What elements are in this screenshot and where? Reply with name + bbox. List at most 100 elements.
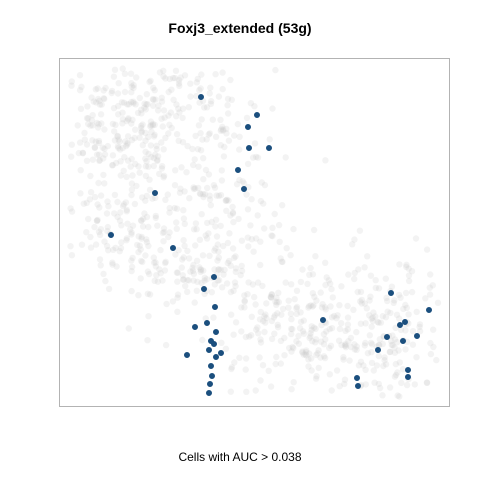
background-cell xyxy=(143,101,150,108)
background-cell xyxy=(152,214,159,222)
background-cell xyxy=(273,301,280,308)
background-cell xyxy=(258,179,265,186)
background-cell xyxy=(175,105,182,112)
background-cell xyxy=(377,319,385,326)
background-cell xyxy=(143,158,150,165)
background-cell xyxy=(145,242,152,250)
background-cell xyxy=(289,325,296,333)
background-cell xyxy=(299,266,306,273)
background-cell xyxy=(68,82,75,89)
background-cell xyxy=(297,309,304,316)
background-cell xyxy=(427,339,434,347)
background-cell xyxy=(257,238,264,245)
background-cell xyxy=(138,128,145,135)
background-cell xyxy=(393,311,401,318)
background-cell xyxy=(143,192,150,200)
background-cell xyxy=(368,323,375,330)
background-cell xyxy=(305,356,312,363)
background-cell xyxy=(279,258,286,266)
background-cell xyxy=(102,277,109,285)
background-cell xyxy=(180,254,187,261)
background-cell xyxy=(151,87,158,94)
background-cell xyxy=(219,123,226,131)
background-cell xyxy=(199,191,207,198)
background-cell xyxy=(96,97,103,105)
background-cell xyxy=(235,215,242,223)
background-cell xyxy=(83,115,91,122)
background-cell xyxy=(333,367,341,374)
background-cell xyxy=(81,136,89,143)
background-cell xyxy=(119,109,126,116)
background-cell xyxy=(101,238,108,245)
background-cell xyxy=(150,133,158,140)
background-cell xyxy=(290,344,297,352)
background-cell xyxy=(83,229,90,236)
background-cell xyxy=(307,333,314,340)
background-cell xyxy=(123,206,130,214)
background-cell xyxy=(154,107,162,114)
background-cell xyxy=(272,298,279,305)
background-cell xyxy=(211,281,218,288)
background-cell xyxy=(299,328,307,335)
background-cell xyxy=(289,343,296,351)
background-cell xyxy=(297,278,305,286)
background-cell xyxy=(239,178,246,185)
background-cell xyxy=(248,236,255,243)
background-cell xyxy=(327,303,334,310)
background-cell xyxy=(177,74,184,81)
background-cell xyxy=(116,217,124,224)
background-cell xyxy=(152,194,159,202)
background-cell xyxy=(220,271,227,278)
background-cell xyxy=(199,336,206,344)
background-cell xyxy=(139,258,146,266)
background-cell xyxy=(288,316,295,323)
background-cell xyxy=(105,203,112,210)
background-cell xyxy=(128,89,135,96)
background-cell xyxy=(203,276,210,283)
background-cell xyxy=(341,342,349,349)
background-cell xyxy=(114,133,121,140)
background-cell xyxy=(142,172,150,180)
background-cell xyxy=(218,126,225,133)
background-cell xyxy=(174,291,182,298)
background-cell xyxy=(249,154,257,161)
background-cell xyxy=(204,184,211,192)
background-cell xyxy=(387,309,394,317)
background-cell xyxy=(315,347,322,354)
background-cell xyxy=(201,104,208,111)
background-cell xyxy=(254,279,262,286)
background-cell xyxy=(326,325,333,333)
background-cell xyxy=(293,338,300,345)
background-cell xyxy=(168,86,175,93)
background-cell xyxy=(179,114,186,122)
background-cell xyxy=(114,90,122,97)
background-cell xyxy=(213,192,220,199)
background-cell xyxy=(282,154,289,161)
background-cell xyxy=(124,141,131,148)
background-cell xyxy=(198,71,205,78)
background-cell xyxy=(312,375,320,382)
background-cell xyxy=(192,242,199,249)
background-cell xyxy=(312,253,319,260)
background-cell xyxy=(197,130,204,137)
background-cell xyxy=(191,156,198,163)
background-cell xyxy=(142,197,149,204)
background-cell xyxy=(181,188,188,195)
background-cell xyxy=(166,75,173,83)
background-cell xyxy=(223,207,230,214)
background-cell xyxy=(195,122,203,129)
background-cell xyxy=(177,185,184,192)
background-cell xyxy=(208,289,215,296)
background-cell xyxy=(277,255,284,262)
background-cell xyxy=(357,320,365,327)
background-cell xyxy=(209,116,216,123)
background-cell xyxy=(395,347,402,354)
background-cell xyxy=(176,189,184,196)
background-cell xyxy=(222,345,230,352)
background-cell xyxy=(403,381,411,389)
background-cell xyxy=(184,247,191,255)
background-cell xyxy=(68,141,76,148)
background-cell xyxy=(416,328,424,335)
background-cell xyxy=(228,311,235,318)
highlighted-cell xyxy=(197,94,204,101)
